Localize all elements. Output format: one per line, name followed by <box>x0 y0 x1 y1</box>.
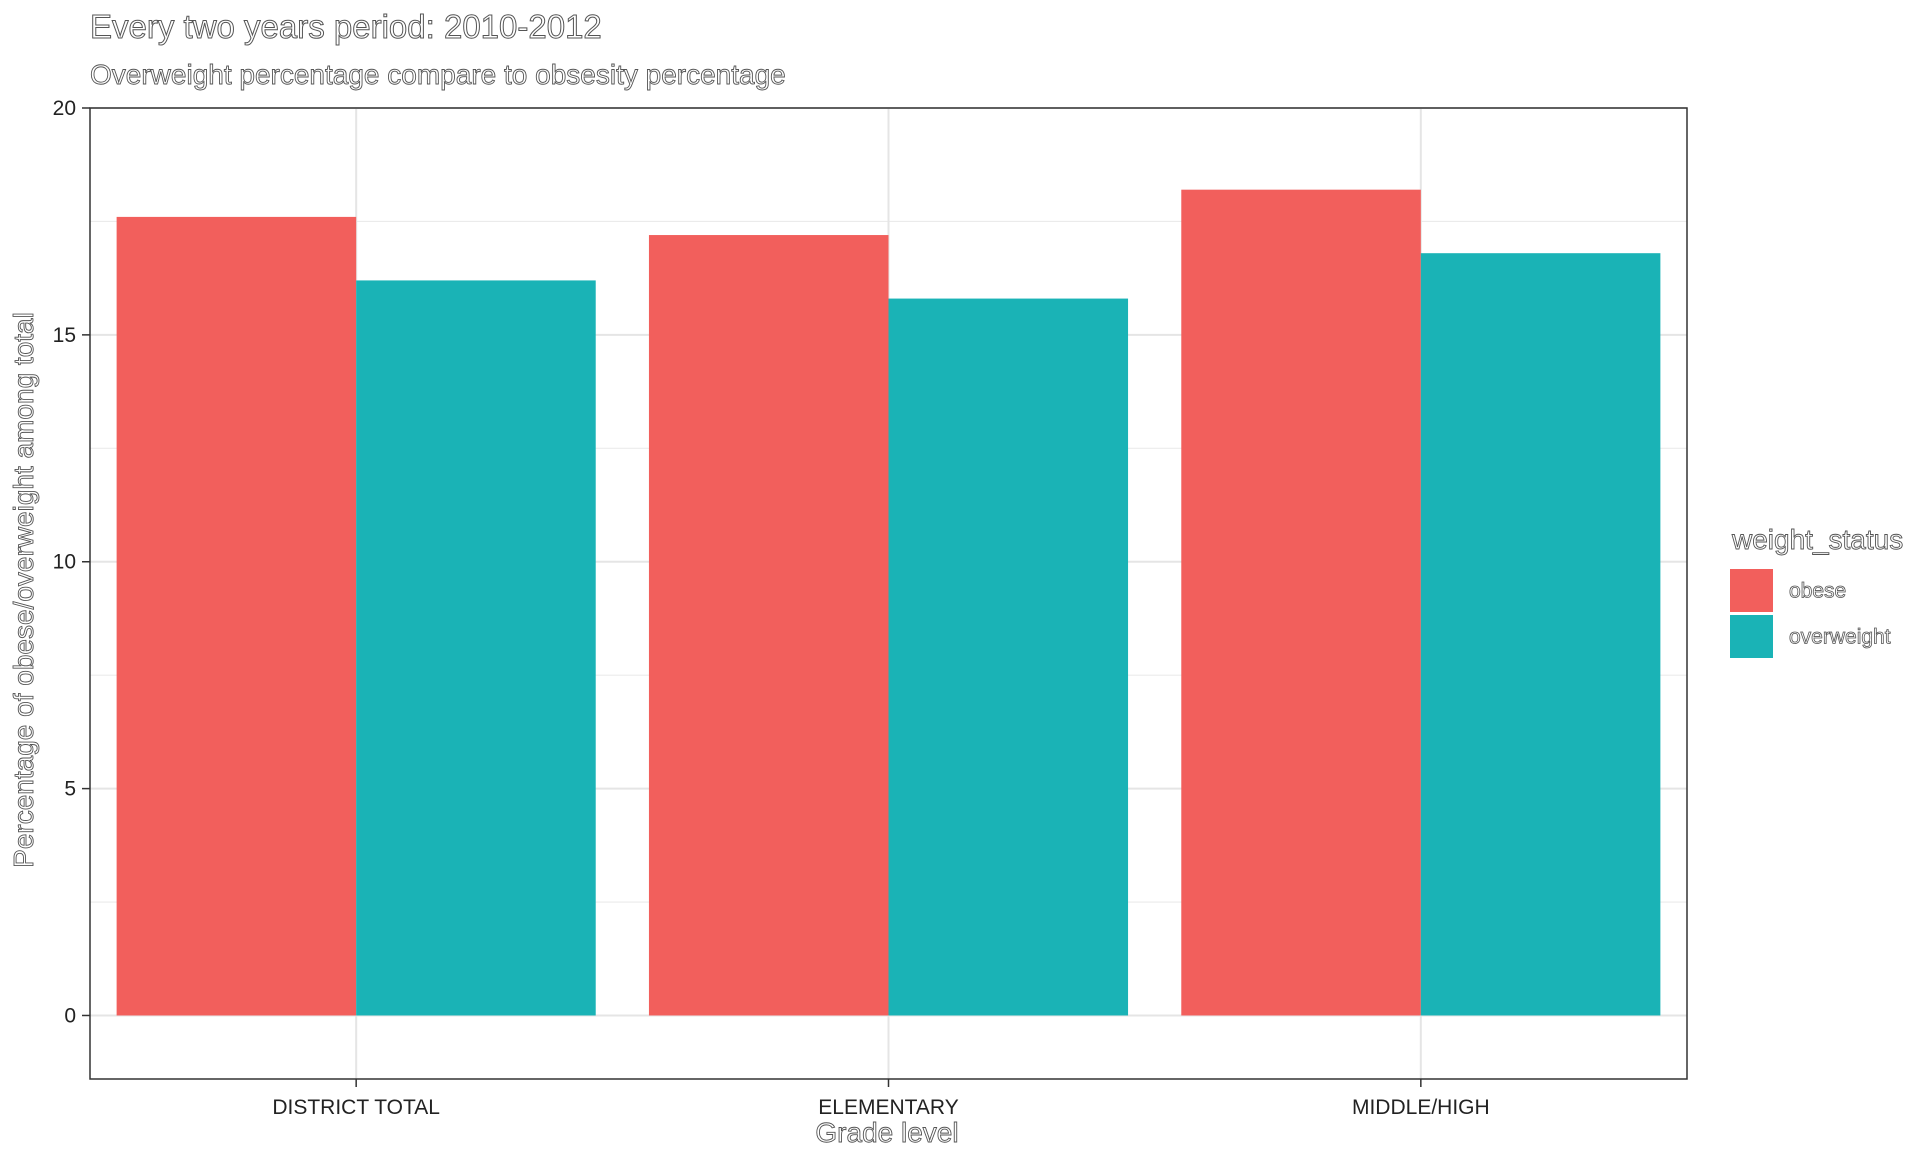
x-tick-label: MIDDLE/HIGH <box>1352 1096 1490 1119</box>
bar-obese <box>648 235 889 1016</box>
axes-layer: 0 5 10 15 20 DISTRICT TOTAL ELEMENTARY MIDDLE/H… <box>53 97 1490 1119</box>
y-tick-label: 10 <box>53 551 76 574</box>
y-tick-label: 15 <box>53 324 76 347</box>
bar-obese <box>116 216 357 1016</box>
legend-items: obese overweight <box>1730 569 1891 658</box>
bar-overweight <box>1420 253 1661 1016</box>
bar-obese <box>1181 189 1421 1016</box>
chart-title: Every two years period: 2010-2012 <box>90 8 602 45</box>
x-tick-label: DISTRICT TOTAL <box>272 1096 440 1119</box>
y-axis-title: Percentage of obese/overweight among tot… <box>8 312 39 868</box>
legend: weight_status obese overweight <box>1730 524 1904 658</box>
legend-key-overweight <box>1730 615 1773 658</box>
y-tick-label: 0 <box>64 1004 76 1027</box>
x-tick-label: ELEMENTARY <box>818 1096 958 1119</box>
legend-key-obese <box>1730 569 1773 612</box>
legend-label-overweight: overweight <box>1789 626 1891 649</box>
bar-overweight <box>888 298 1129 1016</box>
bar-overweight <box>356 280 596 1016</box>
y-tick-label: 20 <box>53 97 76 120</box>
x-axis-title: Grade level <box>815 1117 958 1148</box>
chart-subtitle: Overweight percentage compare to obsesit… <box>90 59 786 90</box>
legend-label-obese: obese <box>1789 580 1846 603</box>
bars-layer <box>116 189 1661 1016</box>
legend-title: weight_status <box>1731 524 1903 555</box>
y-tick-label: 5 <box>64 778 76 801</box>
